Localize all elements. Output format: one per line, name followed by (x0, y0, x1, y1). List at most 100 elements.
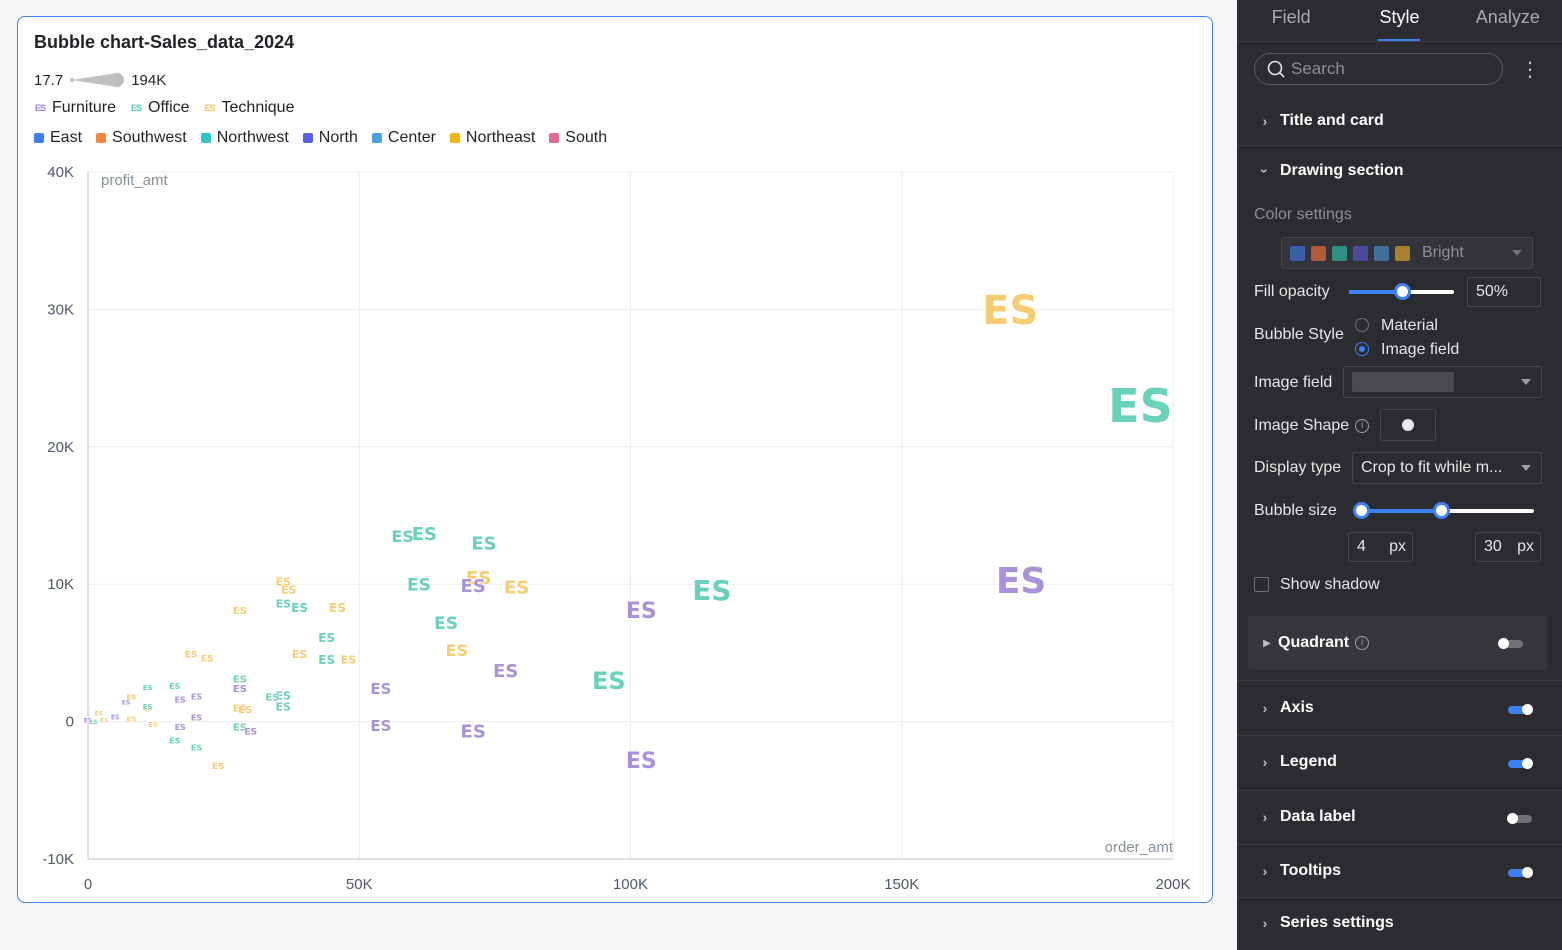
display-type-label: Display type (1254, 459, 1342, 476)
bubble-size-min-handle[interactable] (1353, 502, 1370, 519)
bubble-size-max-handle[interactable] (1433, 502, 1450, 519)
chevron-right-icon: › (1262, 754, 1268, 770)
swatch-icon (549, 133, 560, 143)
quadrant-row[interactable]: ▶ Quadrant i (1248, 616, 1547, 670)
size-ramp-icon (70, 73, 125, 87)
chevron-down-icon: › (1257, 168, 1273, 174)
data-label-toggle[interactable] (1507, 813, 1532, 824)
more-options-icon[interactable]: ⋮ (1520, 58, 1540, 81)
image-field-select[interactable] (1343, 366, 1542, 398)
radio-material[interactable] (1355, 318, 1369, 332)
search-box[interactable] (1254, 53, 1503, 85)
axis-toggle[interactable] (1508, 704, 1533, 715)
unit-label: px (1517, 538, 1534, 555)
quadrant-toggle[interactable] (1498, 638, 1523, 649)
bubble-point: ES (185, 651, 198, 661)
legend-item-east[interactable]: East (34, 129, 82, 147)
info-icon[interactable]: i (1355, 418, 1370, 433)
tab-analyze[interactable]: Analyze (1475, 7, 1540, 27)
toggle-knob (1522, 867, 1533, 878)
legend-item-northeast[interactable]: Northeast (449, 129, 536, 147)
radio-image-field[interactable] (1355, 342, 1369, 356)
bubble-point: ES (370, 680, 391, 698)
bubble-plot[interactable]: 0 50K 100K 150K 200K -10K 0 10K 20K 30K 40K profit_… (18, 17, 1212, 902)
color-palette-select[interactable]: Bright (1281, 237, 1533, 269)
bubble-point: ES (996, 561, 1047, 602)
size-legend-max: 194K (131, 71, 167, 89)
chevron-right-icon: › (1262, 915, 1268, 931)
bubble-point: ES (291, 601, 308, 615)
section-header[interactable]: › Title and card (1237, 96, 1562, 146)
image-shape-label: Image Shape i (1254, 417, 1370, 435)
chart-title: Bubble chart-Sales_data_2024 (34, 32, 295, 52)
chevron-right-icon: › (1262, 809, 1268, 825)
bubble-point: ES (175, 723, 186, 732)
search-row: ⋮ (1254, 53, 1554, 85)
color-settings-label: Color settings (1254, 206, 1352, 223)
image-swatch-icon: ES (34, 103, 46, 113)
bubble-point: ES (281, 584, 297, 597)
section-data-label: › Data label (1237, 791, 1562, 845)
y-tick-label: 20K (47, 439, 74, 456)
legend-toggle[interactable] (1508, 758, 1533, 769)
search-input[interactable] (1291, 59, 1491, 79)
bubble-size-label: Bubble size (1254, 502, 1337, 519)
legend-item-office[interactable]: ES Office (130, 99, 190, 117)
bubble-point: ES (692, 574, 731, 607)
legend-item-north[interactable]: North (302, 129, 358, 147)
size-legend: 17.7 194K (34, 71, 166, 89)
chevron-down-icon (1512, 250, 1522, 256)
bubble-point: ES (626, 749, 657, 774)
category-legend: ES Furniture ES Office ES Technique (34, 99, 295, 117)
palette-swatch (1374, 245, 1389, 261)
bubble-point: ES (143, 703, 153, 711)
bubble-size-min-input[interactable]: 4 px (1348, 532, 1413, 562)
search-icon (1267, 60, 1285, 78)
section-label: Drawing section (1280, 162, 1404, 179)
x-tick-label: 100K (613, 876, 648, 893)
tab-field[interactable]: Field (1271, 7, 1311, 27)
chart-card[interactable]: Bubble chart-Sales_data_2024 17.7 194K E… (17, 16, 1213, 903)
fill-opacity-input[interactable]: 50% (1467, 277, 1541, 307)
show-shadow-label: Show shadow (1280, 576, 1380, 593)
tooltips-toggle[interactable] (1508, 867, 1533, 878)
bubble-point: ES (461, 722, 486, 743)
section-header[interactable]: › Series settings (1237, 898, 1562, 948)
bubble-point: ES (233, 723, 247, 734)
section-header[interactable]: › Legend (1237, 737, 1562, 787)
display-type-select[interactable]: Crop to fit while m... (1352, 452, 1542, 484)
section-header[interactable]: › Drawing section (1237, 146, 1562, 196)
fill-opacity-handle[interactable] (1394, 283, 1411, 300)
chevron-down-icon (1521, 465, 1531, 471)
legend-item-technique[interactable]: ES Technique (204, 99, 295, 117)
legend-item-south[interactable]: South (549, 129, 607, 147)
legend-item-furniture[interactable]: ES Furniture (34, 99, 116, 117)
section-label: Legend (1280, 753, 1337, 770)
section-header[interactable]: › Axis (1237, 683, 1562, 733)
bubble-point: ES (434, 614, 458, 634)
legend-item-northwest[interactable]: Northwest (200, 129, 289, 147)
legend-label: Northeast (465, 129, 536, 146)
info-icon[interactable]: i (1355, 636, 1370, 650)
bubble-size-max-input[interactable]: 30 px (1475, 532, 1541, 562)
toggle-knob (1522, 758, 1533, 769)
section-header[interactable]: › Data label (1237, 792, 1562, 842)
legend-label: North (318, 129, 358, 146)
image-shape-select[interactable] (1380, 409, 1436, 441)
unit-label: px (1389, 538, 1406, 555)
chevron-down-icon (1521, 379, 1531, 385)
section-header[interactable]: › Tooltips (1237, 846, 1562, 896)
section-header[interactable]: ▶ Quadrant i (1248, 618, 1547, 668)
fill-opacity-value: 50% (1476, 283, 1509, 300)
legend-label: Southwest (112, 129, 187, 146)
bubble-point: ES (111, 715, 119, 722)
bubble-point: ES (169, 737, 180, 746)
legend-item-center[interactable]: Center (371, 129, 436, 147)
toggle-knob (1522, 704, 1533, 715)
section-label: Axis (1280, 699, 1314, 716)
bubble-point: ES (191, 744, 202, 753)
tab-style[interactable]: Style (1345, 0, 1453, 41)
show-shadow-checkbox[interactable] (1254, 577, 1269, 592)
bubble-point: ES (292, 648, 308, 661)
legend-item-southwest[interactable]: Southwest (96, 129, 187, 147)
